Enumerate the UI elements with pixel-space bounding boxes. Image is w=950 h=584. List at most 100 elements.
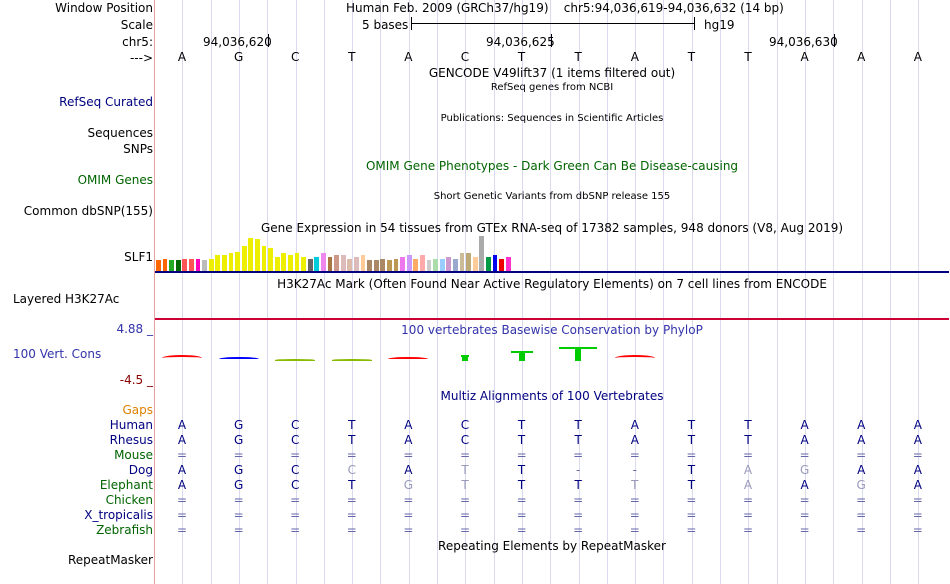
cons-track-title[interactable]: 100 vertebrates Basewise Conservation by… [401,323,703,337]
alignment-base: = [233,448,244,462]
species-label[interactable]: Mouse [114,448,153,462]
gtex-bar[interactable] [459,253,465,271]
alignment-base: T [348,418,356,432]
repeatmasker-track-title[interactable]: Repeating Elements by RepeatMasker [438,539,666,553]
alignment-base: = [686,448,697,462]
strand-arrow-label[interactable]: ---> [129,51,153,65]
species-label[interactable]: Chicken [105,493,153,507]
alignment-base: = [856,508,867,522]
species-label[interactable]: Rhesus [109,433,153,447]
alignment-base: = [403,448,414,462]
gtex-bar[interactable] [248,238,254,271]
gtex-bar[interactable] [189,259,194,271]
omim-track-label[interactable]: OMIM Genes [77,173,153,187]
alignment-base: A [913,478,922,492]
coord-tick [834,34,835,47]
gtex-bar[interactable] [195,259,201,271]
multiz-track-title[interactable]: Multiz Alignments of 100 Vertebrates [440,389,664,403]
gtex-bar[interactable] [175,260,181,271]
gtex-bar[interactable] [202,260,207,271]
alignment-base: = [459,508,471,522]
gtex-bar[interactable] [241,246,247,271]
alignment-base: G [403,478,414,492]
gtex-bar[interactable] [281,253,287,271]
alignment-base: = [686,493,697,507]
species-label[interactable]: Elephant [99,478,153,492]
gtex-bar[interactable] [268,248,273,271]
h3k27-track-label[interactable]: Layered H3K27Ac [13,292,120,306]
phylop-stem [462,355,468,361]
gtex-bar[interactable] [301,257,306,271]
grid-line [409,0,410,584]
gtex-bar[interactable] [307,259,313,271]
gtex-bar[interactable] [235,252,240,271]
gtex-track-title[interactable]: Gene Expression in 54 tissues from GTEx … [260,221,844,235]
gtex-bar[interactable] [162,259,168,271]
gtex-bar[interactable] [334,255,339,271]
gtex-bar[interactable] [327,257,333,271]
alignment-base: A [630,418,639,432]
gtex-bar[interactable] [387,260,392,271]
sequences-track-label[interactable]: Sequences [87,126,153,140]
alignment-base: T [517,478,526,492]
gtex-bar[interactable] [156,260,161,271]
species-label[interactable]: Human [109,418,153,432]
gtex-bar[interactable] [208,259,214,271]
gtex-bar[interactable] [373,260,379,271]
gtex-bar[interactable] [274,257,280,271]
refseq-track-label[interactable]: RefSeq Curated [59,95,153,109]
alignment-base: = [346,508,357,522]
gtex-bar[interactable] [222,255,227,271]
publications-track-title[interactable]: Publications: Sequences in Scientific Ar… [440,113,664,124]
gtex-bar[interactable] [433,259,438,271]
gtex-bar[interactable] [486,257,491,271]
gtex-bar[interactable] [255,239,260,271]
gtex-bar[interactable] [215,255,221,271]
gencode-track-title[interactable]: GENCODE V49lift37 (1 items filtered out) [428,66,676,80]
gtex-bar[interactable] [472,257,478,271]
gtex-bar[interactable] [426,260,432,271]
gtex-bar[interactable] [420,255,425,271]
gtex-bar[interactable] [479,236,485,271]
gtex-bar[interactable] [413,259,419,271]
gtex-bar[interactable] [406,255,412,271]
species-label[interactable]: Dog [128,463,153,477]
gtex-bar[interactable] [446,257,452,271]
refseq-track-title[interactable]: RefSeq genes from NCBI [490,82,614,93]
gtex-bar[interactable] [367,260,372,271]
gtex-bar[interactable] [261,246,267,271]
gtex-bar[interactable] [340,255,346,271]
gtex-bar[interactable] [393,259,399,271]
gtex-bar[interactable] [400,257,405,271]
alignment-base: T [744,418,752,432]
gtex-bar[interactable] [314,257,320,271]
gtex-bar[interactable] [466,253,471,271]
gtex-bar[interactable] [380,259,386,271]
omim-track-title[interactable]: OMIM Gene Phenotypes - Dark Green Can Be… [365,159,739,173]
gtex-bar[interactable] [505,257,511,271]
snps-track-label[interactable]: SNPs [123,142,153,156]
gtex-gene-label[interactable]: SLF1 [124,250,153,264]
gtex-bar[interactable] [169,260,174,271]
alignment-base: A [857,433,866,447]
species-label[interactable]: X_tropicalis [84,508,153,522]
gtex-bar[interactable] [182,259,188,271]
species-label[interactable]: Zebrafish [96,523,153,537]
gtex-bar[interactable] [439,259,445,271]
gtex-bar[interactable] [354,257,359,271]
h3k27-track-title[interactable]: H3K27Ac Mark (Often Found Near Active Re… [277,277,827,291]
gtex-bar[interactable] [321,253,326,271]
gtex-bar[interactable] [294,253,300,271]
gtex-bar[interactable] [453,259,458,271]
dbsnp-track-label[interactable]: Common dbSNP(155) [23,204,153,218]
grid-line [607,0,608,584]
cons-track-label[interactable]: 100 Vert. Cons [13,347,102,361]
gtex-bar[interactable] [347,259,353,271]
gtex-bar[interactable] [499,259,504,271]
gtex-bar[interactable] [288,255,293,271]
gtex-bar[interactable] [360,255,366,271]
gtex-bar[interactable] [228,253,234,271]
gtex-bar[interactable] [492,255,498,271]
dbsnp-track-title[interactable]: Short Genetic Variants from dbSNP releas… [433,191,671,202]
repeatmasker-track-label[interactable]: RepeatMasker [67,553,153,567]
